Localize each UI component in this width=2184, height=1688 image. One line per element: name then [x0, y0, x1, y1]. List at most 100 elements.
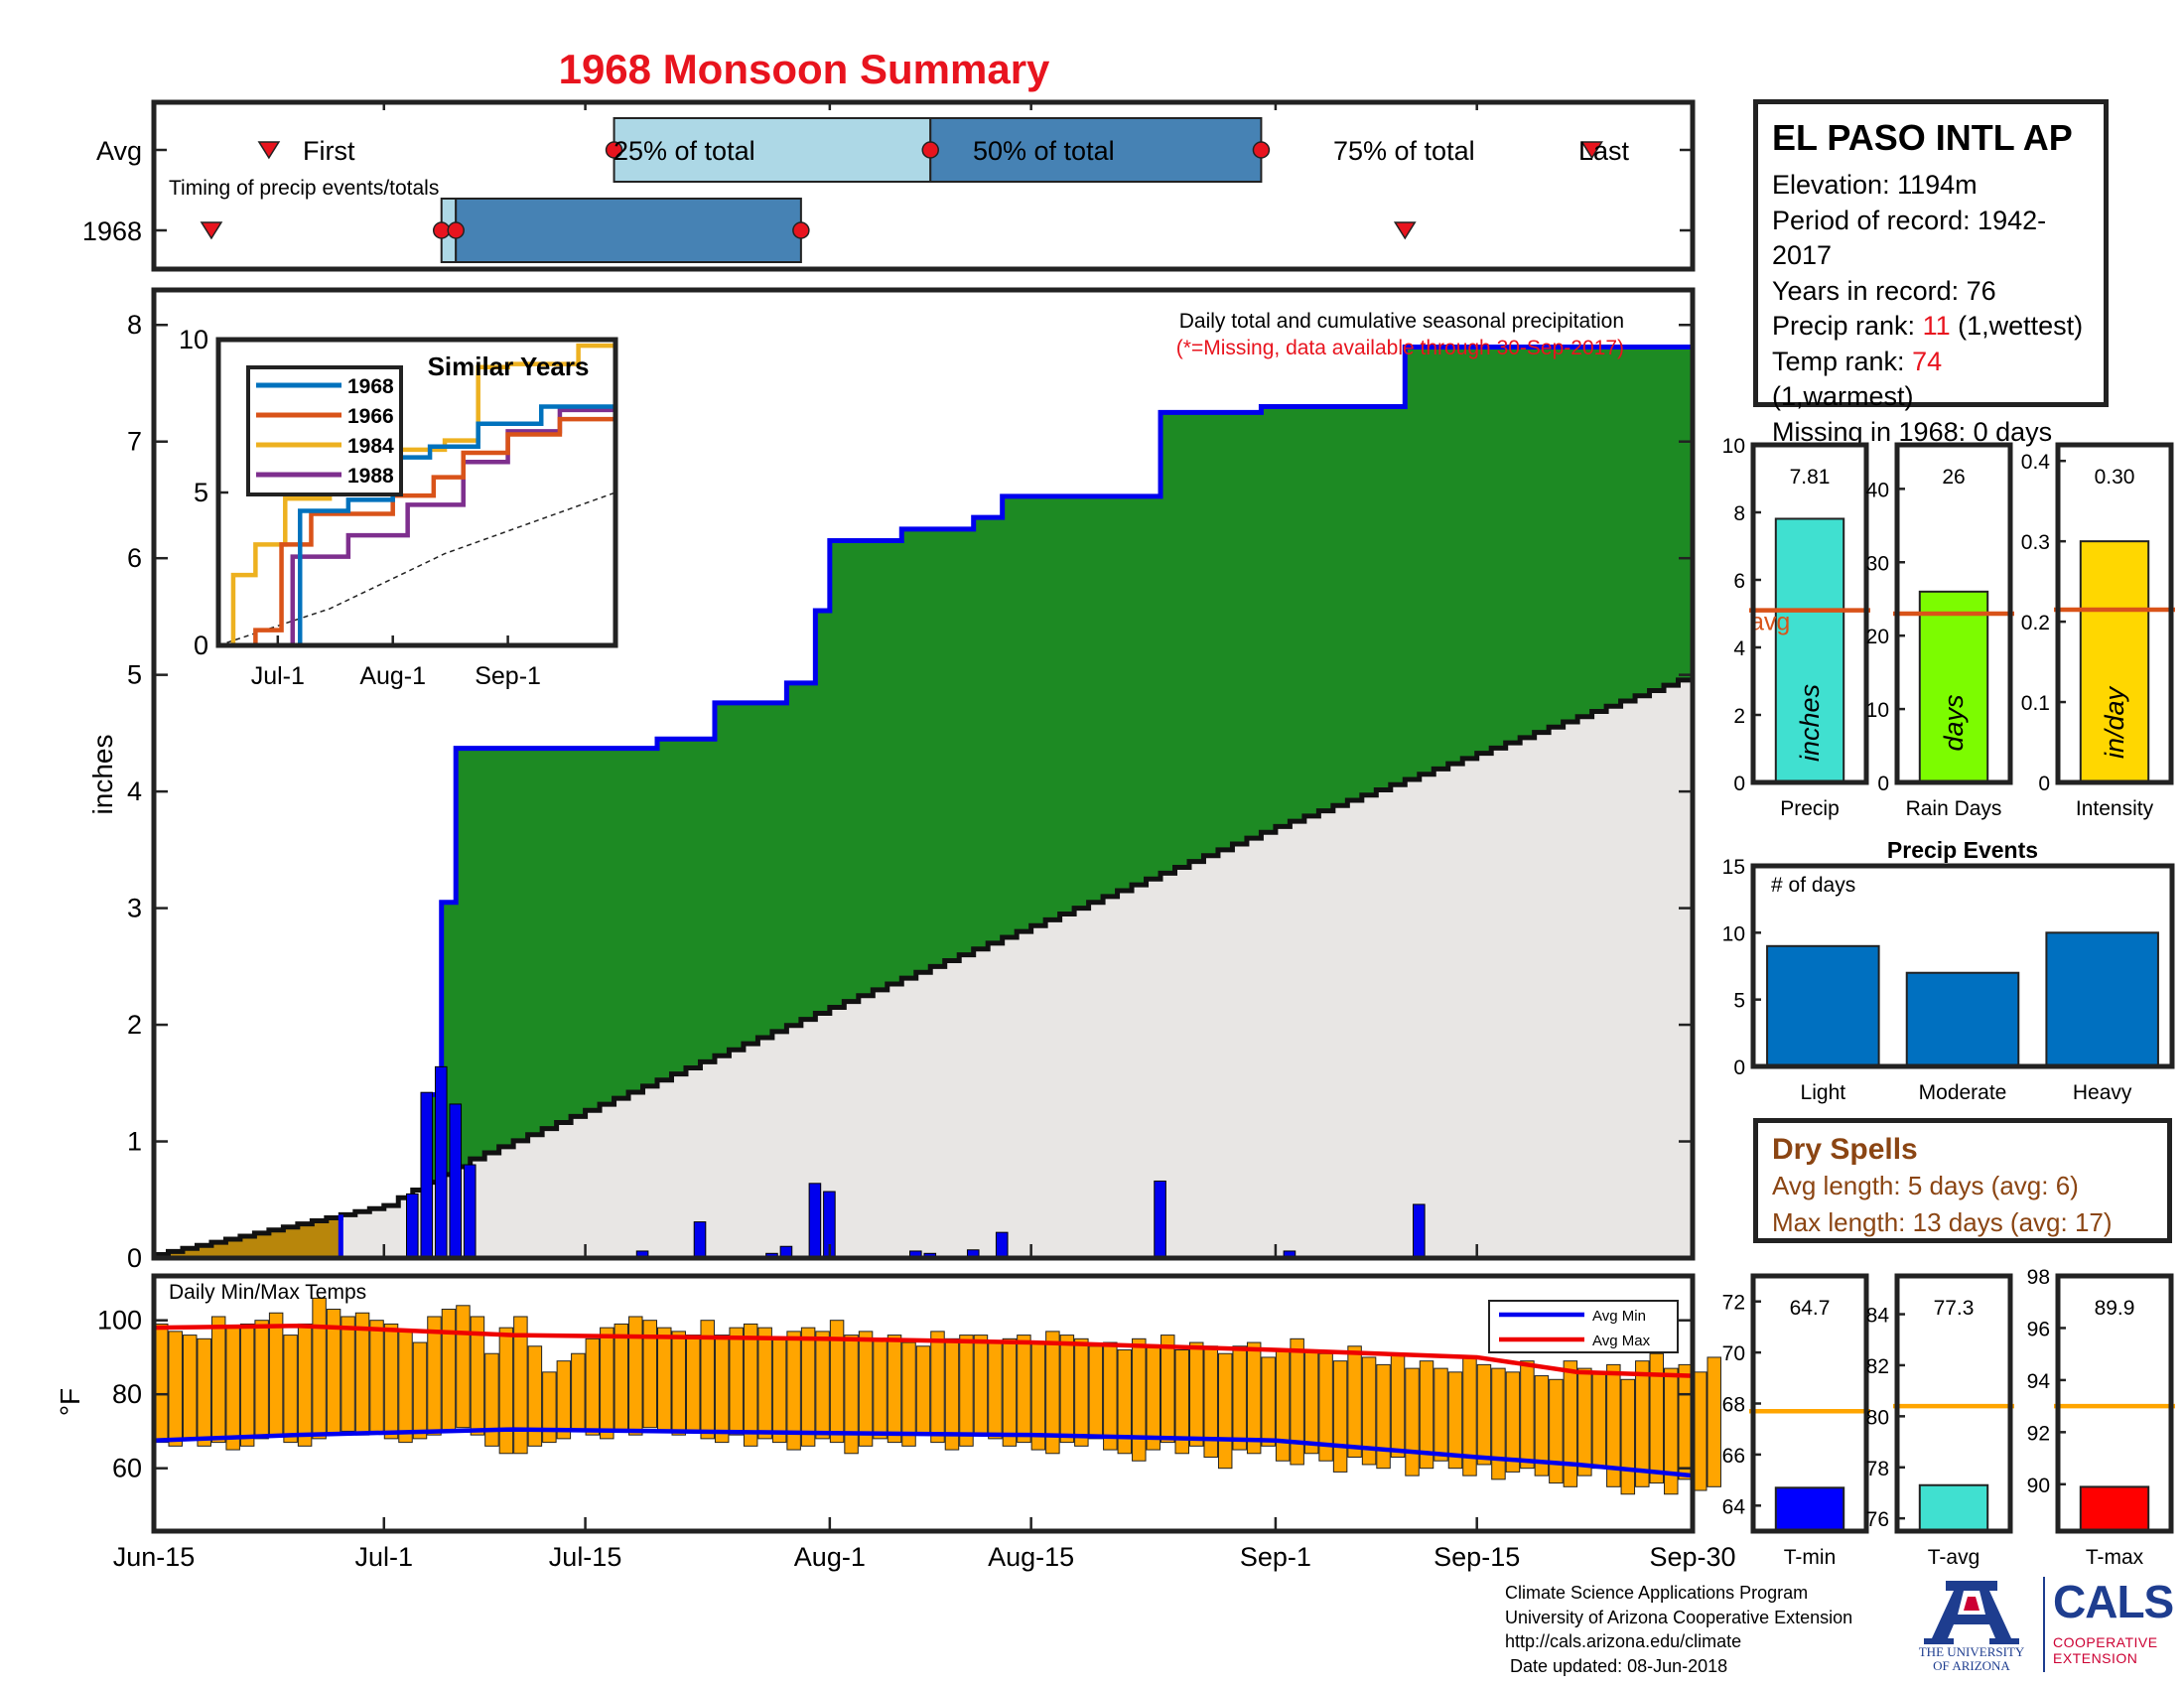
timing-title: Timing of precip events/totals: [169, 177, 439, 200]
temp-range-bar: [1232, 1345, 1247, 1451]
dry-spells-max: Max length: 13 days (avg: 17): [1772, 1207, 2113, 1237]
temp-range-bar: [628, 1316, 643, 1436]
raindays-bar: [1918, 590, 1989, 784]
intensity-ytick-label: 0.3: [2021, 531, 2050, 554]
events-ytick-label: 15: [1722, 856, 1745, 879]
temp-range-bar: [815, 1331, 830, 1440]
temp-range-bar: [714, 1335, 730, 1444]
temp-ytick-label: 80: [112, 1379, 142, 1409]
raindays-value-label: 26: [1942, 466, 1965, 489]
temp-range-bar: [642, 1320, 658, 1429]
temp-range-bar: [757, 1327, 772, 1440]
footer-credits: Climate Science Applications Program Uni…: [1505, 1581, 1852, 1678]
temp-range-bar: [312, 1297, 327, 1440]
temp-range-bar: [600, 1327, 614, 1440]
raindays-unit-label: days: [1939, 694, 1969, 751]
events-ytick-label: 5: [1733, 990, 1745, 1013]
daily-precip-bar: [420, 1091, 434, 1258]
temp-range-bar: [513, 1316, 528, 1455]
temp-range-bar: [268, 1312, 284, 1436]
xtick-label: Jul-1: [355, 1542, 414, 1572]
main-ytick-label: 8: [127, 310, 142, 340]
temp-range-bar: [1261, 1356, 1276, 1447]
temp-ytick-label: 60: [112, 1454, 142, 1483]
precip-avg-label: avg: [1750, 609, 1790, 636]
temp-range-bar: [254, 1320, 269, 1440]
tmin-ytick-label: 64: [1722, 1495, 1746, 1518]
event-category-label: Heavy: [2073, 1081, 2132, 1104]
legend-avg-min: Avg Min: [1592, 1308, 1646, 1325]
temp-range-bar: [154, 1323, 169, 1444]
footer-line-1: Climate Science Applications Program: [1505, 1583, 1809, 1603]
raindays-ytick-label: 40: [1866, 479, 1889, 501]
avg-first-marker: [257, 141, 281, 160]
main-ytick-label: 7: [127, 427, 142, 457]
temp-range-bar: [771, 1337, 787, 1444]
temp-range-bar: [685, 1335, 701, 1432]
temp-range-bar: [1059, 1335, 1075, 1444]
intensity-value-label: 0.30: [2095, 466, 2135, 489]
temp-range-bar: [700, 1320, 715, 1440]
temp-range-bar: [556, 1360, 572, 1440]
logo-divider: [2043, 1577, 2045, 1672]
main-ylabel: inches: [87, 735, 118, 815]
tmax-ytick-label: 98: [2027, 1266, 2050, 1289]
main-ytick-label: 0: [127, 1243, 142, 1273]
station-years: Years in record: 76: [1772, 275, 1996, 306]
temp-range-bar: [1405, 1367, 1420, 1477]
tmin-ytick-label: 70: [1722, 1342, 1745, 1365]
precip-unit-label: inches: [1795, 684, 1825, 762]
tavg-ytick-label: 80: [1866, 1406, 1889, 1429]
inset-xtick-label: Sep-1: [475, 662, 541, 690]
station-period: Period of record: 1942-2017: [1772, 205, 2047, 271]
avg-q75-marker: [1252, 141, 1271, 159]
y1968-q50-marker: [447, 221, 465, 239]
inset-xtick-label: Jul-1: [251, 662, 305, 690]
temp-range-bar: [585, 1337, 601, 1436]
temp-range-bar: [398, 1331, 413, 1444]
inset-ytick-label: 5: [194, 478, 208, 507]
ua-a-logo-icon: [1924, 1581, 2019, 1644]
temp-range-bar: [743, 1323, 758, 1447]
main-axes: [151, 287, 1696, 1261]
temp-range-bar: [1160, 1335, 1175, 1444]
station-temp-rank: Temp rank: 74 (1,warmest): [1772, 346, 1943, 412]
footer-line-2: University of Arizona Cooperative Extens…: [1505, 1607, 1853, 1627]
temp-range-bar: [1534, 1375, 1550, 1477]
precip-ytick-label: 4: [1733, 637, 1745, 660]
temp-range-bar: [427, 1316, 442, 1436]
temp-range-bar: [1117, 1348, 1133, 1455]
tmin-bar: [1774, 1486, 1845, 1533]
raindays-ytick-label: 10: [1866, 699, 1889, 722]
average-cumulative-area: [154, 674, 1693, 1258]
temp-range-bar: [844, 1335, 859, 1455]
temp-range-bar: [1649, 1352, 1665, 1484]
avg-last-marker: [1580, 141, 1603, 160]
tavg-axes: [1894, 1273, 2013, 1534]
dry-spells-title: Dry Spells: [1772, 1133, 1918, 1166]
temp-range-bar: [1447, 1371, 1463, 1470]
precip-ytick-label: 0: [1733, 773, 1745, 795]
ua-logo-line-2: OF ARIZONA: [1933, 1658, 2010, 1673]
tmin-ytick-label: 68: [1722, 1394, 1745, 1417]
event-bar-moderate: [1905, 971, 2020, 1068]
y1968-q75-marker: [792, 221, 810, 239]
daily-precip-bar: [463, 1164, 477, 1258]
y1968-q50-q75-box: [455, 198, 802, 263]
precip-bar: [1774, 517, 1845, 784]
temp-range-bar: [1132, 1337, 1147, 1462]
daily-precip-bar: [779, 1245, 793, 1258]
label-q25: 25% of total: [614, 136, 755, 166]
tavg-ytick-label: 84: [1866, 1305, 1890, 1328]
temp-range-bar: [182, 1335, 198, 1440]
cals-logo-text: CALS: [2053, 1576, 2174, 1627]
raindays-ytick-label: 20: [1866, 626, 1889, 648]
timing-axes: [151, 99, 1696, 272]
tmax-value-label: 89.9: [2095, 1297, 2135, 1320]
cals-logo-sub-1: COOPERATIVE: [2053, 1634, 2158, 1650]
temp-range-bar: [498, 1327, 514, 1455]
temp-range-bar: [1074, 1337, 1089, 1447]
main-chart-title: Daily total and cumulative seasonal prec…: [1179, 310, 1624, 333]
temp-rank-value: 74: [1912, 346, 1943, 376]
dry-spells-avg: Avg length: 5 days (avg: 6): [1772, 1171, 2079, 1200]
